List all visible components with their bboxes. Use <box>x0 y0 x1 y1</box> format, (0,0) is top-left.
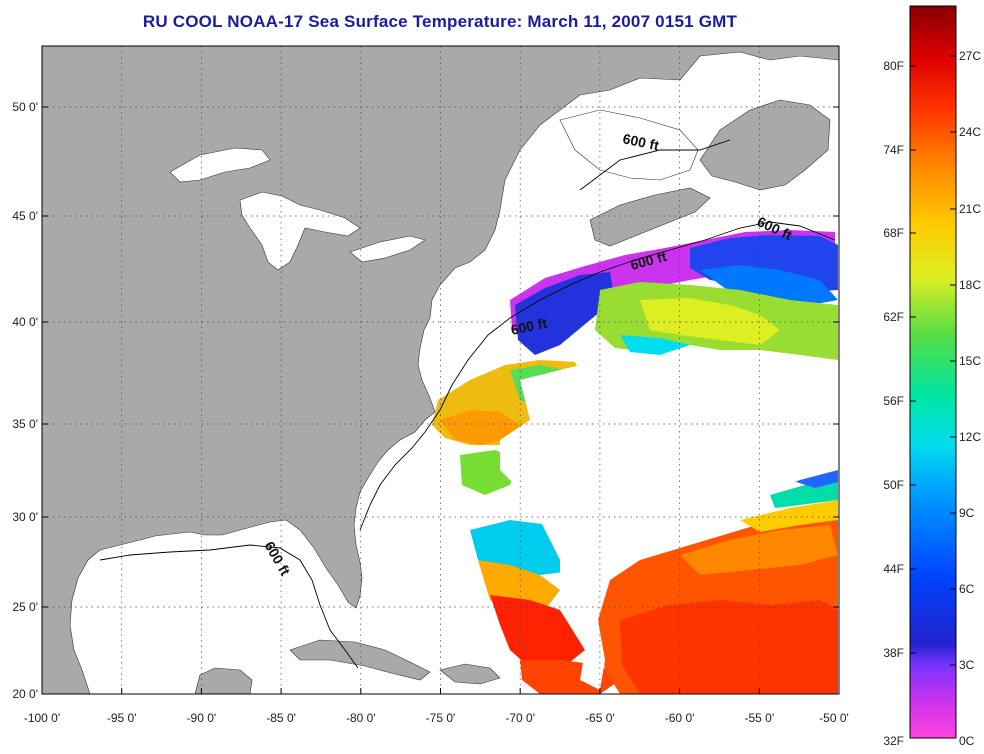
depth-label-mid-atlantic: 600 ft <box>509 315 548 338</box>
gulf-st-lawrence <box>559 109 699 181</box>
colorbar-f-label: 44F <box>883 562 904 576</box>
colorbar-c-label: 15C <box>959 354 981 368</box>
lat-tick-label: 25 0' <box>12 600 38 614</box>
depth-contour-line <box>99 139 836 669</box>
colorbar-c-label: 6C <box>959 582 975 596</box>
lon-tick-label: -100 0' <box>24 711 60 725</box>
newfoundland-land <box>699 99 831 191</box>
nova-scotia-land <box>589 187 711 247</box>
colorbar-f-label: 80F <box>883 59 904 73</box>
colorbar-c-label: 18C <box>959 278 981 292</box>
colorbar-f-label: 50F <box>883 478 904 492</box>
lon-tick-label: -95 0' <box>107 711 137 725</box>
longitude-axis: -100 0' -95 0' -90 0' -85 0' -80 0' -75 … <box>24 711 849 725</box>
lat-tick-label: 20 0' <box>12 687 38 701</box>
lat-tick-label: 35 0' <box>12 417 38 431</box>
colorbar-ticks <box>910 55 956 666</box>
lat-tick-label: 40 0' <box>12 315 38 329</box>
lake-erie-ontario <box>349 235 426 263</box>
hispaniola-land <box>439 663 501 685</box>
colorbar-f-label: 38F <box>883 646 904 660</box>
lon-tick-label: -70 0' <box>505 711 535 725</box>
colorbar-c-label: 9C <box>959 506 975 520</box>
colorbar-c-label: 27C <box>959 49 981 63</box>
lon-tick-label: -80 0' <box>346 711 376 725</box>
lon-tick-label: -85 0' <box>266 711 296 725</box>
colorbar-c-label: 24C <box>959 125 981 139</box>
lon-tick-label: -90 0' <box>187 711 217 725</box>
lon-tick-label: -60 0' <box>665 711 695 725</box>
map-content: 600 ft 600 ft 600 ft 600 ft 600 ft <box>42 46 839 694</box>
lat-tick-label: 45 0' <box>12 209 38 223</box>
sst-data-layer <box>432 230 838 694</box>
lon-tick-label: -55 0' <box>744 711 774 725</box>
map-tick-marks <box>41 106 840 695</box>
map-title: RU COOL NOAA-17 Sea Surface Temperature:… <box>142 12 738 31</box>
lat-tick-label: 50 0' <box>12 100 38 114</box>
lake-michigan-huron <box>239 191 361 271</box>
colorbar-c-label: 3C <box>959 658 975 672</box>
colorbar-c-label: 12C <box>959 430 981 444</box>
depth-label-newfoundland: 600 ft <box>621 130 660 153</box>
map-grid <box>42 46 839 694</box>
colorbar-f-label: 56F <box>883 394 904 408</box>
colorbar-c-label: 21C <box>959 202 981 216</box>
yucatan-land <box>194 667 253 694</box>
colorbar-c-label: 0C <box>959 734 975 748</box>
colorbar-gradient-bar <box>909 5 957 739</box>
colorbar-f-label: 68F <box>883 226 904 240</box>
latitude-axis: 50 0' 45 0' 40 0' 35 0' 30 0' 25 0' 20 0… <box>12 100 38 701</box>
colorbar-f-label: 74F <box>883 143 904 157</box>
colorbar-f-label: 32F <box>883 734 904 748</box>
temperature-colorbar: 80F 74F 68F 62F 56F 50F 44F 38F 32F 27C … <box>883 5 981 748</box>
cuba-land <box>289 639 431 681</box>
lake-superior <box>169 147 271 183</box>
lon-tick-label: -50 0' <box>819 711 849 725</box>
colorbar-f-label: 62F <box>883 310 904 324</box>
lat-tick-label: 30 0' <box>12 510 38 524</box>
lon-tick-label: -65 0' <box>585 711 615 725</box>
lon-tick-label: -75 0' <box>426 711 456 725</box>
